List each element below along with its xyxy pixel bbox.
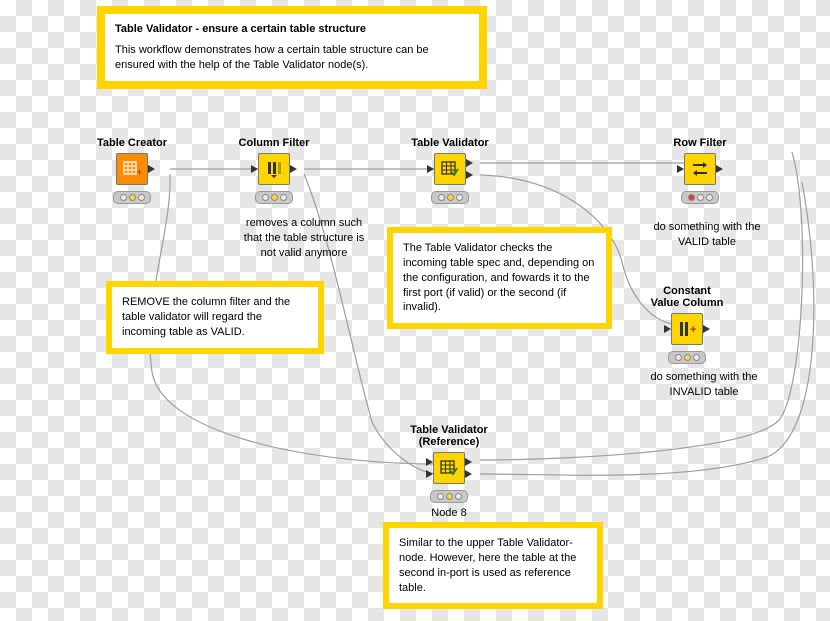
node-icon-box[interactable] xyxy=(684,153,716,185)
node-label: Column Filter xyxy=(229,137,319,149)
annotation-column-filter: removes a column such that the table str… xyxy=(229,208,379,269)
svg-text:+: + xyxy=(690,324,696,336)
node-constant-value-column[interactable]: Constant Value Column + xyxy=(642,285,732,364)
workflow-canvas: Table Validator - ensure a certain table… xyxy=(2,2,828,619)
node-icon-box[interactable] xyxy=(434,153,466,185)
node-subcaption: Node 8 xyxy=(404,507,494,521)
annotation-remove-body: REMOVE the column filter and the table v… xyxy=(122,295,308,340)
node-table-creator[interactable]: Table Creator + xyxy=(87,137,177,204)
traffic-light-icon xyxy=(255,191,293,204)
annotation-constant-value-column: do something with the INVALID table xyxy=(629,362,779,408)
node-icon-box[interactable] xyxy=(258,153,290,185)
node-table-validator[interactable]: Table Validator xyxy=(405,137,495,204)
annotation-constant-value-column-body: do something with the INVALID table xyxy=(639,370,769,400)
annotation-table-validator-reference-body: Similar to the upper Table Validator-nod… xyxy=(399,536,587,595)
annotation-row-filter: do something with the VALID table xyxy=(637,212,777,258)
annotation-header: Table Validator - ensure a certain table… xyxy=(97,6,487,89)
traffic-light-icon xyxy=(113,191,151,204)
node-row-filter[interactable]: Row Filter xyxy=(655,137,745,204)
annotation-table-validator-reference: Similar to the upper Table Validator-nod… xyxy=(383,522,603,609)
traffic-light-icon xyxy=(430,490,468,503)
node-column-filter[interactable]: Column Filter xyxy=(229,137,319,204)
node-label: Table Validator (Reference) xyxy=(404,424,494,448)
node-table-validator-reference[interactable]: Table Validator (Reference) Node 8 xyxy=(404,424,494,521)
node-icon-box[interactable]: + xyxy=(116,153,148,185)
svg-text:+: + xyxy=(137,167,141,177)
annotation-header-title: Table Validator - ensure a certain table… xyxy=(115,22,469,37)
traffic-light-icon xyxy=(681,191,719,204)
node-icon-box[interactable]: + xyxy=(671,313,703,345)
annotation-remove: REMOVE the column filter and the table v… xyxy=(106,281,324,354)
annotation-header-body: This workflow demonstrates how a certain… xyxy=(115,43,469,73)
node-label: Table Creator xyxy=(87,137,177,149)
annotation-column-filter-body: removes a column such that the table str… xyxy=(239,216,369,261)
node-label: Row Filter xyxy=(655,137,745,149)
traffic-light-icon xyxy=(431,191,469,204)
node-icon-box[interactable] xyxy=(433,452,465,484)
annotation-table-validator: The Table Validator checks the incoming … xyxy=(387,227,612,329)
annotation-row-filter-body: do something with the VALID table xyxy=(647,220,767,250)
traffic-light-icon xyxy=(668,351,706,364)
node-label: Table Validator xyxy=(405,137,495,149)
node-label: Constant Value Column xyxy=(642,285,732,309)
annotation-table-validator-body: The Table Validator checks the incoming … xyxy=(403,241,596,315)
